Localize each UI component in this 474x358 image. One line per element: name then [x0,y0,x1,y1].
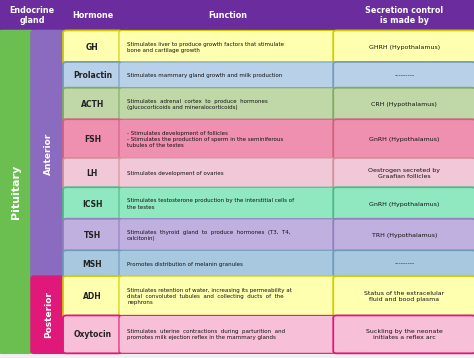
Text: TSH: TSH [84,231,101,240]
Text: ICSH: ICSH [82,199,103,209]
Text: GnRH (Hypothalamus): GnRH (Hypothalamus) [369,202,439,207]
FancyBboxPatch shape [333,250,474,278]
Text: Endocrine
gland: Endocrine gland [9,6,55,25]
FancyBboxPatch shape [333,276,474,318]
Text: Stimulates  uterine  contractions  during  parturition  and
promotes milk ejecti: Stimulates uterine contractions during p… [127,329,285,340]
Text: Stimulates retention of water, increasing its permeability at
distal  convoluted: Stimulates retention of water, increasin… [127,288,292,305]
FancyBboxPatch shape [119,187,336,221]
Text: GnRH (Hypothalamus): GnRH (Hypothalamus) [369,137,439,142]
FancyBboxPatch shape [63,158,122,189]
FancyBboxPatch shape [63,88,122,121]
Text: Posterior: Posterior [44,291,53,338]
FancyBboxPatch shape [63,119,122,160]
Text: Pituitary: Pituitary [11,165,21,219]
FancyBboxPatch shape [333,88,474,121]
Text: Stimulates  adrenal  cortex  to  produce  hormones
(glucocorticoids and mineralo: Stimulates adrenal cortex to produce hor… [127,99,268,110]
FancyBboxPatch shape [63,219,122,252]
FancyBboxPatch shape [62,0,123,33]
Text: Oestrogen secreted by
Graafian follicles: Oestrogen secreted by Graafian follicles [368,168,440,179]
FancyBboxPatch shape [63,250,122,278]
FancyBboxPatch shape [333,315,474,353]
FancyBboxPatch shape [332,0,474,33]
Text: Stimulates mammary gland growth and milk production: Stimulates mammary gland growth and milk… [127,73,283,78]
FancyBboxPatch shape [119,250,336,278]
FancyBboxPatch shape [119,88,336,121]
Text: CRH (Hypothalamus): CRH (Hypothalamus) [372,102,437,107]
Text: MSH: MSH [82,260,102,269]
Text: Stimulates development of ovaries: Stimulates development of ovaries [127,171,224,176]
FancyBboxPatch shape [119,119,336,160]
Text: Stimulates  thyroid  gland  to  produce  hormones  (T3,  T4,
calcitonin): Stimulates thyroid gland to produce horm… [127,230,291,241]
FancyBboxPatch shape [333,158,474,189]
FancyBboxPatch shape [63,30,122,64]
Text: LH: LH [87,169,98,178]
Text: Stimulates liver to produce growth factors that stimulate
bone and cartilage gro: Stimulates liver to produce growth facto… [127,42,284,53]
FancyBboxPatch shape [0,0,67,33]
Text: Hormone: Hormone [72,11,113,20]
Text: Anterior: Anterior [44,133,53,175]
Text: GH: GH [86,43,99,52]
FancyBboxPatch shape [0,31,33,353]
Text: Suckling by the neonate
initiates a reflex arc: Suckling by the neonate initiates a refl… [366,329,443,340]
FancyBboxPatch shape [63,315,122,353]
Text: Prolactin: Prolactin [73,71,112,81]
FancyBboxPatch shape [118,0,337,33]
Text: Secretion control
is made by: Secretion control is made by [365,6,443,25]
FancyBboxPatch shape [119,276,336,318]
FancyBboxPatch shape [119,30,336,64]
Text: Stimulates testosterone production by the interstitial cells of
the testes: Stimulates testosterone production by th… [127,198,294,210]
Text: Promotes distribution of melanin granules: Promotes distribution of melanin granule… [127,262,243,267]
Text: - Stimulates development of follicles
- Stimulates the production of sperm in th: - Stimulates development of follicles - … [127,131,283,148]
Text: Status of the extracelular
fluid and bood plasma: Status of the extracelular fluid and boo… [364,291,445,303]
Text: ADH: ADH [83,292,102,301]
FancyBboxPatch shape [63,187,122,221]
Text: GHRH (Hypothalamus): GHRH (Hypothalamus) [369,45,440,50]
Text: ---------: --------- [394,73,414,78]
FancyBboxPatch shape [31,276,65,353]
FancyBboxPatch shape [63,276,122,318]
FancyBboxPatch shape [119,158,336,189]
Text: ACTH: ACTH [81,100,104,109]
FancyBboxPatch shape [119,219,336,252]
FancyBboxPatch shape [63,62,122,90]
Text: Oxytocin: Oxytocin [73,330,111,339]
FancyBboxPatch shape [333,187,474,221]
FancyBboxPatch shape [31,31,65,278]
Text: ---------: --------- [394,262,414,267]
FancyBboxPatch shape [119,315,336,353]
FancyBboxPatch shape [333,62,474,90]
Text: TRH (Hypothalamus): TRH (Hypothalamus) [372,233,437,238]
FancyBboxPatch shape [119,62,336,90]
FancyBboxPatch shape [333,119,474,160]
Text: FSH: FSH [84,135,101,144]
FancyBboxPatch shape [333,30,474,64]
Text: Function: Function [208,11,247,20]
FancyBboxPatch shape [333,219,474,252]
